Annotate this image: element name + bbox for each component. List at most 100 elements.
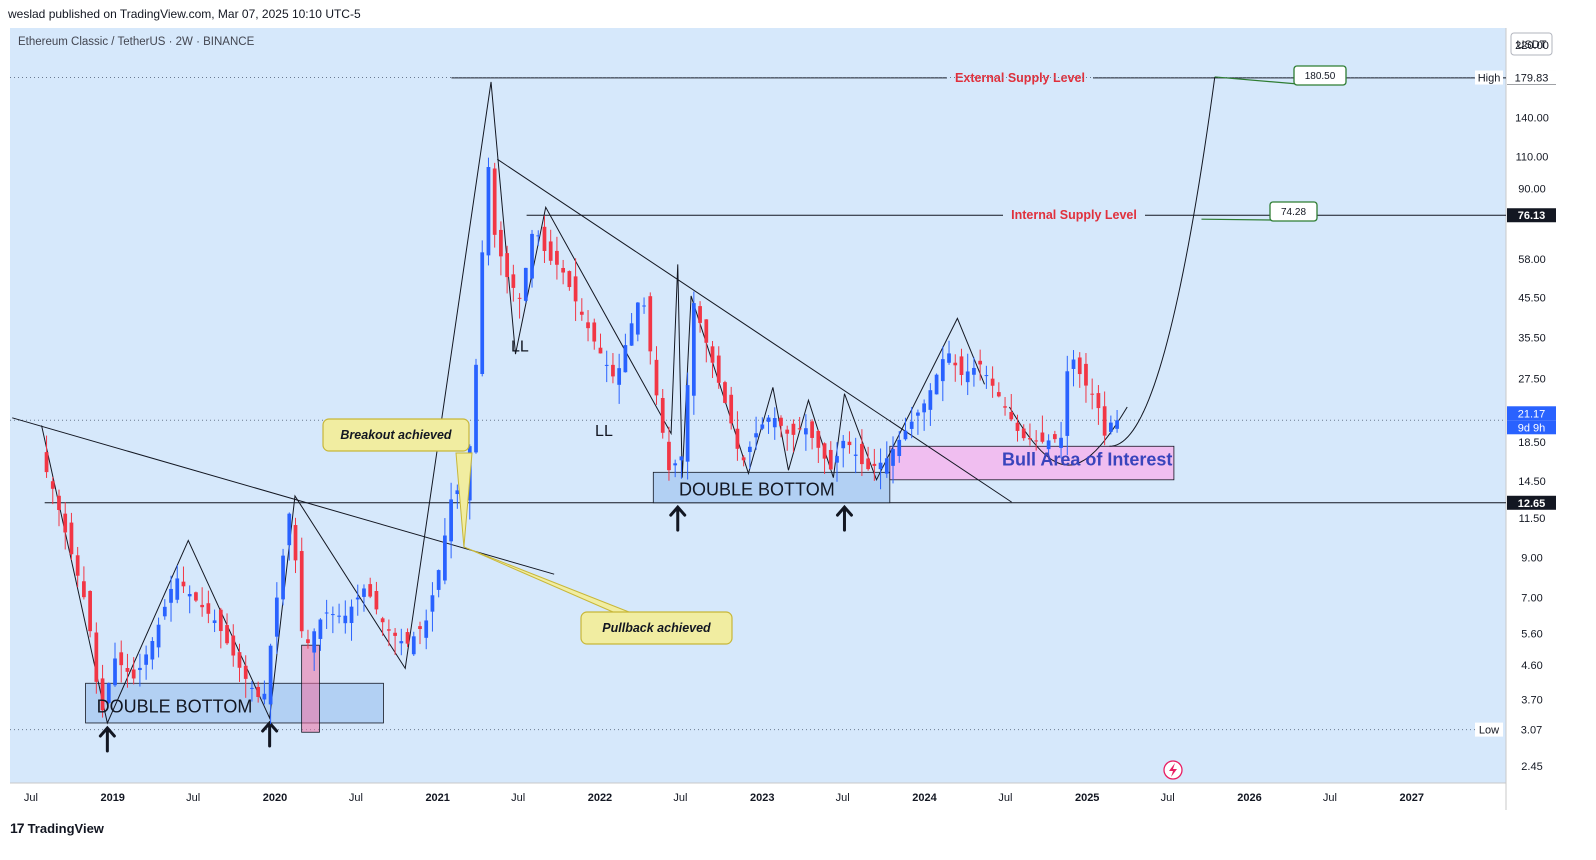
- time-tick-label: Jul: [511, 792, 525, 804]
- candle-body: [847, 441, 852, 446]
- candle-body: [299, 551, 304, 632]
- candle-body: [729, 394, 734, 424]
- candle-body: [984, 375, 989, 377]
- drawings-layer: [12, 76, 1216, 753]
- candle-body: [704, 319, 709, 343]
- candle-body: [972, 367, 976, 375]
- candle-body: [623, 345, 628, 373]
- double-bottom-arrow-icon: [669, 504, 687, 532]
- price-tick-label: 58.00: [1518, 254, 1546, 266]
- candle-body: [996, 392, 1001, 397]
- lightning-icon[interactable]: [1163, 760, 1183, 780]
- callout-text: Pullback achieved: [602, 621, 711, 635]
- target-value: 180.50: [1305, 71, 1336, 82]
- candle-body: [511, 274, 516, 288]
- candle-body: [1059, 437, 1063, 448]
- price-badge: [1507, 406, 1556, 421]
- bull-area-label: Bull Area of Interest: [1002, 450, 1172, 470]
- marker-label: Low: [1479, 725, 1499, 737]
- chart-svg[interactable]: Ethereum Classic / TetherUS · 2W · BINAN…: [10, 28, 1558, 810]
- candle-body: [480, 252, 485, 374]
- chart-frame[interactable]: Ethereum Classic / TetherUS · 2W · BINAN…: [10, 28, 1558, 810]
- marker-label-bg: [1475, 70, 1503, 85]
- candle-body: [499, 229, 503, 257]
- rounded-bottom-arc: [1008, 406, 1128, 466]
- target-box: [1269, 201, 1318, 222]
- candle-body: [561, 267, 566, 273]
- price-axis[interactable]: 220.00 179.83 140.00 110.00 90.00 58.00 45.50 3…: [1475, 40, 1556, 773]
- candle-body: [654, 359, 659, 396]
- tradingview-logo[interactable]: 17 TradingView: [10, 820, 104, 836]
- candle-body: [274, 597, 279, 637]
- candle-body: [57, 495, 61, 510]
- candle-body: [131, 669, 136, 679]
- price-tick-label: 18.50: [1518, 437, 1546, 449]
- zones-layer: [85, 445, 1175, 733]
- candle-body: [897, 439, 902, 457]
- candle-body: [922, 403, 927, 413]
- time-tick-label: Jul: [186, 792, 200, 804]
- price-tick-label: 9.00: [1521, 552, 1542, 564]
- candle-body: [810, 421, 814, 438]
- candle-body: [324, 612, 329, 614]
- candle-body: [965, 371, 970, 383]
- candle-body: [281, 555, 285, 600]
- candle-body: [337, 615, 341, 617]
- candle-body: [592, 322, 597, 342]
- time-axis[interactable]: Jul 2019 Jul 2020 Jul 2021 Jul 2022 Jul 2023 Jul 20…: [24, 792, 1424, 804]
- projection-curve: [1109, 76, 1216, 447]
- ll-label: LL: [511, 339, 529, 356]
- marker-value-bg: [1507, 70, 1556, 85]
- plot-background: [10, 28, 1506, 783]
- candle-body: [1040, 432, 1045, 442]
- price-tick-label: 5.60: [1521, 628, 1542, 640]
- candle-body: [1046, 440, 1051, 450]
- candle-body: [710, 346, 715, 363]
- candle-body: [287, 513, 292, 546]
- target-connector: [1201, 218, 1275, 221]
- candle-body: [679, 456, 684, 461]
- candle-body: [660, 397, 665, 433]
- time-tick-label: Jul: [1323, 792, 1337, 804]
- candle-body: [598, 347, 603, 354]
- candle-body: [1071, 359, 1076, 369]
- currency-button[interactable]: [1510, 32, 1553, 56]
- candle-body: [779, 417, 783, 426]
- candle-body: [978, 360, 983, 365]
- price-tick-label: 14.50: [1518, 476, 1546, 488]
- publish-line: weslad published on TradingView.com, Mar…: [8, 7, 361, 21]
- tradingview-logo-text: TradingView: [27, 820, 104, 836]
- price-axis-background: [1506, 28, 1558, 783]
- candle-body: [1115, 420, 1119, 429]
- candle-body: [990, 378, 995, 386]
- candle-body: [486, 167, 491, 256]
- candle-body: [169, 588, 173, 603]
- candle-body: [88, 591, 92, 632]
- callout-pointer: [455, 452, 473, 548]
- candle-body: [872, 463, 877, 466]
- candle-body: [816, 431, 821, 448]
- candle-body: [455, 490, 460, 495]
- candle-body: [909, 421, 914, 429]
- candle-body: [125, 668, 130, 672]
- time-tick-label: 2026: [1237, 792, 1261, 804]
- candle-body: [436, 570, 441, 590]
- price-tick-label: 35.50: [1518, 332, 1546, 344]
- candle-body: [841, 440, 846, 449]
- candle-body: [113, 658, 117, 686]
- candle-body: [959, 356, 964, 375]
- candle-body: [187, 594, 192, 597]
- descending-trendline: [496, 158, 1012, 503]
- candle-body: [82, 581, 86, 598]
- swing-zigzag: [41, 81, 985, 725]
- candle-body: [69, 522, 74, 555]
- price-tick-label: 220.00: [1515, 40, 1549, 52]
- candle-body: [536, 235, 541, 237]
- candle-body: [785, 429, 790, 434]
- candle-body: [797, 428, 802, 430]
- candle-body: [716, 355, 721, 383]
- candle-body: [156, 624, 161, 648]
- candle-body: [318, 619, 323, 639]
- price-badge: [1507, 420, 1556, 435]
- candle-body: [250, 687, 254, 689]
